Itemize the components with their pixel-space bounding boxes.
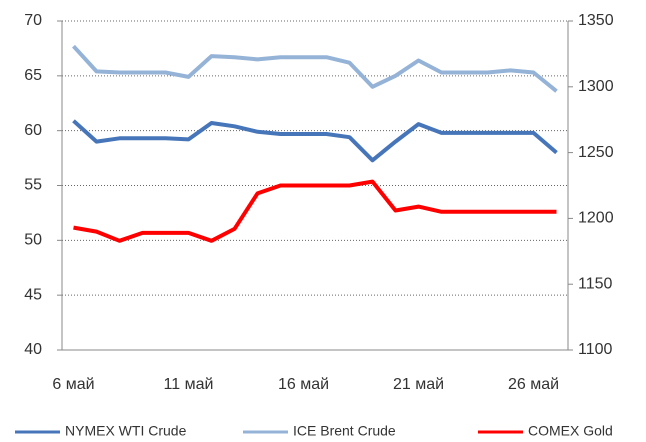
y2-tick-label: 1300 bbox=[578, 78, 614, 95]
x-tick-label: 6 май bbox=[52, 376, 94, 393]
y-tick-label: 55 bbox=[24, 177, 42, 194]
legend-label: ICE Brent Crude bbox=[293, 423, 396, 439]
y2-tick-label: 1350 bbox=[578, 12, 614, 29]
series-line bbox=[72, 119, 558, 163]
y2-tick-label: 1100 bbox=[578, 341, 613, 358]
y-tick-label: 70 bbox=[24, 12, 42, 29]
y-tick-label: 40 bbox=[24, 341, 42, 358]
y2-tick-label: 1200 bbox=[578, 210, 614, 227]
y-tick-label: 65 bbox=[24, 67, 42, 84]
y2-tick-label: 1250 bbox=[578, 144, 614, 161]
series-line bbox=[72, 44, 558, 93]
y-tick-label: 45 bbox=[24, 286, 42, 303]
y2-tick-label: 1150 bbox=[578, 275, 613, 292]
x-tick-label: 11 май bbox=[164, 376, 214, 393]
series-line bbox=[73, 179, 557, 243]
y-tick-label: 60 bbox=[24, 122, 42, 139]
legend-label: NYMEX WTI Crude bbox=[65, 423, 187, 439]
x-tick-label: 26 май bbox=[508, 376, 559, 393]
legend-label: COMEX Gold bbox=[528, 423, 613, 439]
x-tick-label: 16 май bbox=[278, 376, 329, 393]
y-tick-label: 50 bbox=[24, 232, 42, 249]
x-tick-label: 21 май bbox=[393, 376, 444, 393]
